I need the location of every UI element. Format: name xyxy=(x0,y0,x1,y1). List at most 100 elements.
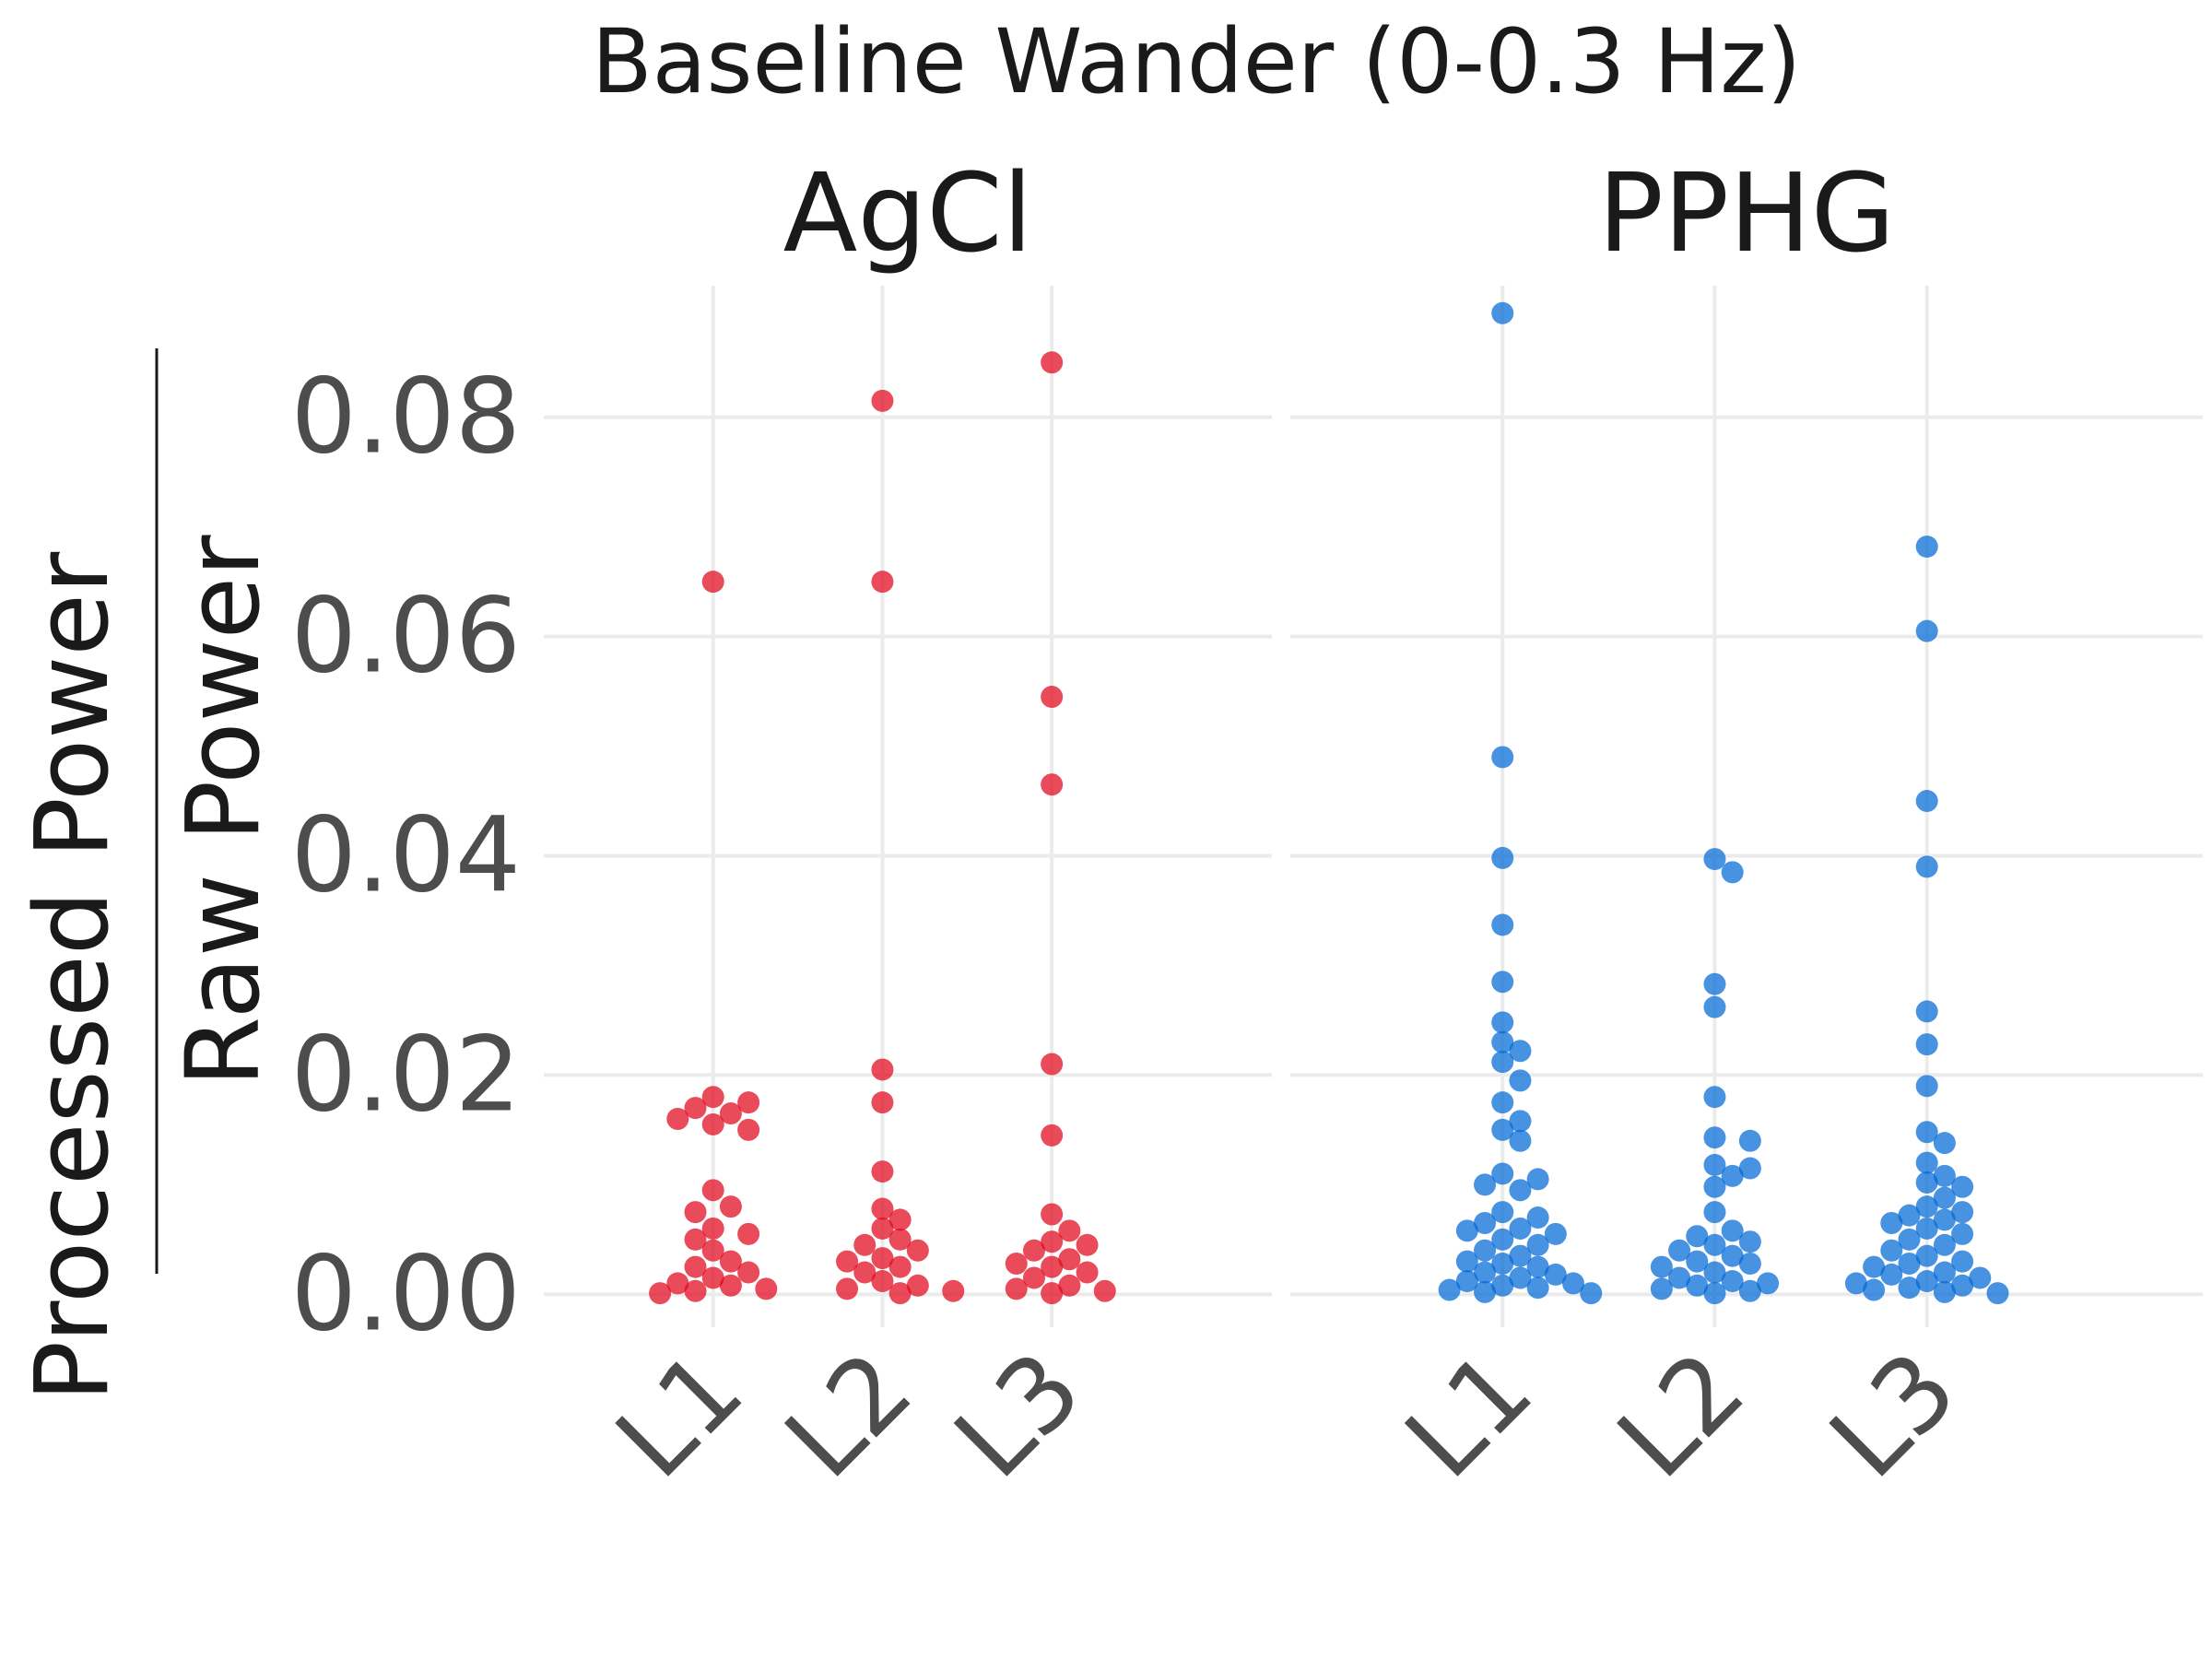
chart-title: Baseline Wander (0-0.3 Hz) xyxy=(592,10,1801,113)
data-point xyxy=(1721,1164,1744,1187)
data-point xyxy=(888,1282,912,1305)
data-point xyxy=(1844,1272,1867,1295)
data-point xyxy=(1455,1219,1478,1242)
facet-label-pphg: PPHG xyxy=(1598,149,1895,276)
data-point xyxy=(1455,1270,1478,1293)
data-point xyxy=(888,1208,912,1231)
data-point xyxy=(1509,1179,1532,1202)
data-point xyxy=(1041,1230,1064,1253)
data-point xyxy=(1738,1253,1761,1276)
data-point xyxy=(1491,1011,1514,1034)
data-point xyxy=(1898,1228,1921,1251)
data-point xyxy=(1933,1261,1956,1284)
data-point xyxy=(1474,1280,1497,1303)
data-point xyxy=(1703,1233,1726,1256)
data-point xyxy=(684,1097,707,1120)
data-point xyxy=(871,1197,894,1220)
data-point xyxy=(1474,1173,1497,1196)
data-point xyxy=(1933,1208,1956,1231)
data-point xyxy=(1058,1219,1081,1242)
data-point xyxy=(666,1108,689,1130)
data-point xyxy=(1915,1171,1938,1194)
data-point xyxy=(1898,1253,1921,1276)
data-point xyxy=(871,1091,894,1114)
data-point xyxy=(1526,1277,1549,1300)
data-point xyxy=(701,1266,724,1289)
data-point xyxy=(1022,1266,1045,1289)
y-tick-label: 0.00 xyxy=(291,1234,521,1354)
data-point xyxy=(1455,1250,1478,1273)
data-point xyxy=(1041,1255,1064,1278)
y-axis-label-denominator: Raw Power xyxy=(164,535,282,1088)
x-tick-label: L2 xyxy=(763,1329,935,1500)
data-point xyxy=(1491,746,1514,769)
y-axis-ticks: 0.00 0.02 0.04 0.06 0.08 xyxy=(291,358,521,1355)
data-point xyxy=(1041,351,1064,374)
data-point xyxy=(1491,1201,1514,1224)
data-point xyxy=(1738,1129,1761,1152)
data-point xyxy=(1951,1175,1974,1198)
data-point xyxy=(871,1160,894,1183)
data-point xyxy=(684,1228,707,1251)
data-point xyxy=(1703,1086,1726,1109)
data-point xyxy=(1951,1274,1974,1297)
data-point xyxy=(1491,1051,1514,1074)
data-point xyxy=(1721,1244,1744,1267)
data-point xyxy=(1915,535,1938,559)
y-tick-label: 0.02 xyxy=(291,1015,521,1135)
data-point xyxy=(1738,1157,1761,1180)
data-point xyxy=(1526,1255,1549,1278)
data-point xyxy=(1686,1250,1709,1273)
data-point xyxy=(719,1102,742,1125)
data-point xyxy=(701,571,724,594)
data-point xyxy=(1509,1129,1532,1152)
points-pphg xyxy=(1438,301,2009,1305)
points-agcl xyxy=(649,351,1116,1305)
data-point xyxy=(1668,1266,1691,1289)
data-point xyxy=(719,1250,742,1273)
data-point xyxy=(1863,1278,1886,1301)
data-point xyxy=(871,389,894,412)
data-point xyxy=(1509,1110,1532,1133)
data-point xyxy=(1562,1272,1585,1295)
data-point xyxy=(1898,1277,1921,1300)
data-point xyxy=(1915,790,1938,813)
data-point xyxy=(1721,1219,1744,1242)
data-point xyxy=(1093,1279,1116,1302)
data-point xyxy=(871,1247,894,1270)
data-point xyxy=(701,1179,724,1202)
data-point xyxy=(1915,1075,1938,1098)
data-point xyxy=(1915,1270,1938,1293)
data-point xyxy=(871,571,894,594)
x-tick-label: L3 xyxy=(933,1329,1104,1500)
data-point xyxy=(942,1279,965,1302)
data-point xyxy=(1686,1274,1709,1297)
data-point xyxy=(1703,1261,1726,1284)
data-point xyxy=(1474,1239,1497,1262)
data-point xyxy=(1668,1239,1691,1262)
data-point xyxy=(1915,1151,1938,1174)
data-point xyxy=(684,1279,707,1302)
data-point xyxy=(1509,1217,1532,1240)
x-tick-label: L2 xyxy=(1595,1329,1767,1500)
data-point xyxy=(1898,1204,1921,1227)
data-point xyxy=(1650,1277,1673,1300)
y-axis-label: Processed Power Raw Power xyxy=(13,348,282,1402)
data-point xyxy=(737,1222,760,1245)
data-point xyxy=(666,1272,689,1295)
y-tick-label: 0.04 xyxy=(291,796,521,916)
data-point xyxy=(853,1233,877,1256)
data-point xyxy=(1703,848,1726,871)
data-point xyxy=(1703,972,1726,995)
data-point xyxy=(1474,1212,1497,1234)
data-point xyxy=(1986,1282,2009,1305)
data-point xyxy=(1509,1069,1532,1092)
data-point xyxy=(684,1201,707,1224)
y-axis-label-numerator: Processed Power xyxy=(13,551,131,1402)
data-point xyxy=(1703,1201,1726,1224)
data-point xyxy=(1491,1118,1514,1141)
data-point xyxy=(871,1270,894,1293)
data-point xyxy=(836,1277,859,1300)
data-point xyxy=(1951,1222,1974,1245)
